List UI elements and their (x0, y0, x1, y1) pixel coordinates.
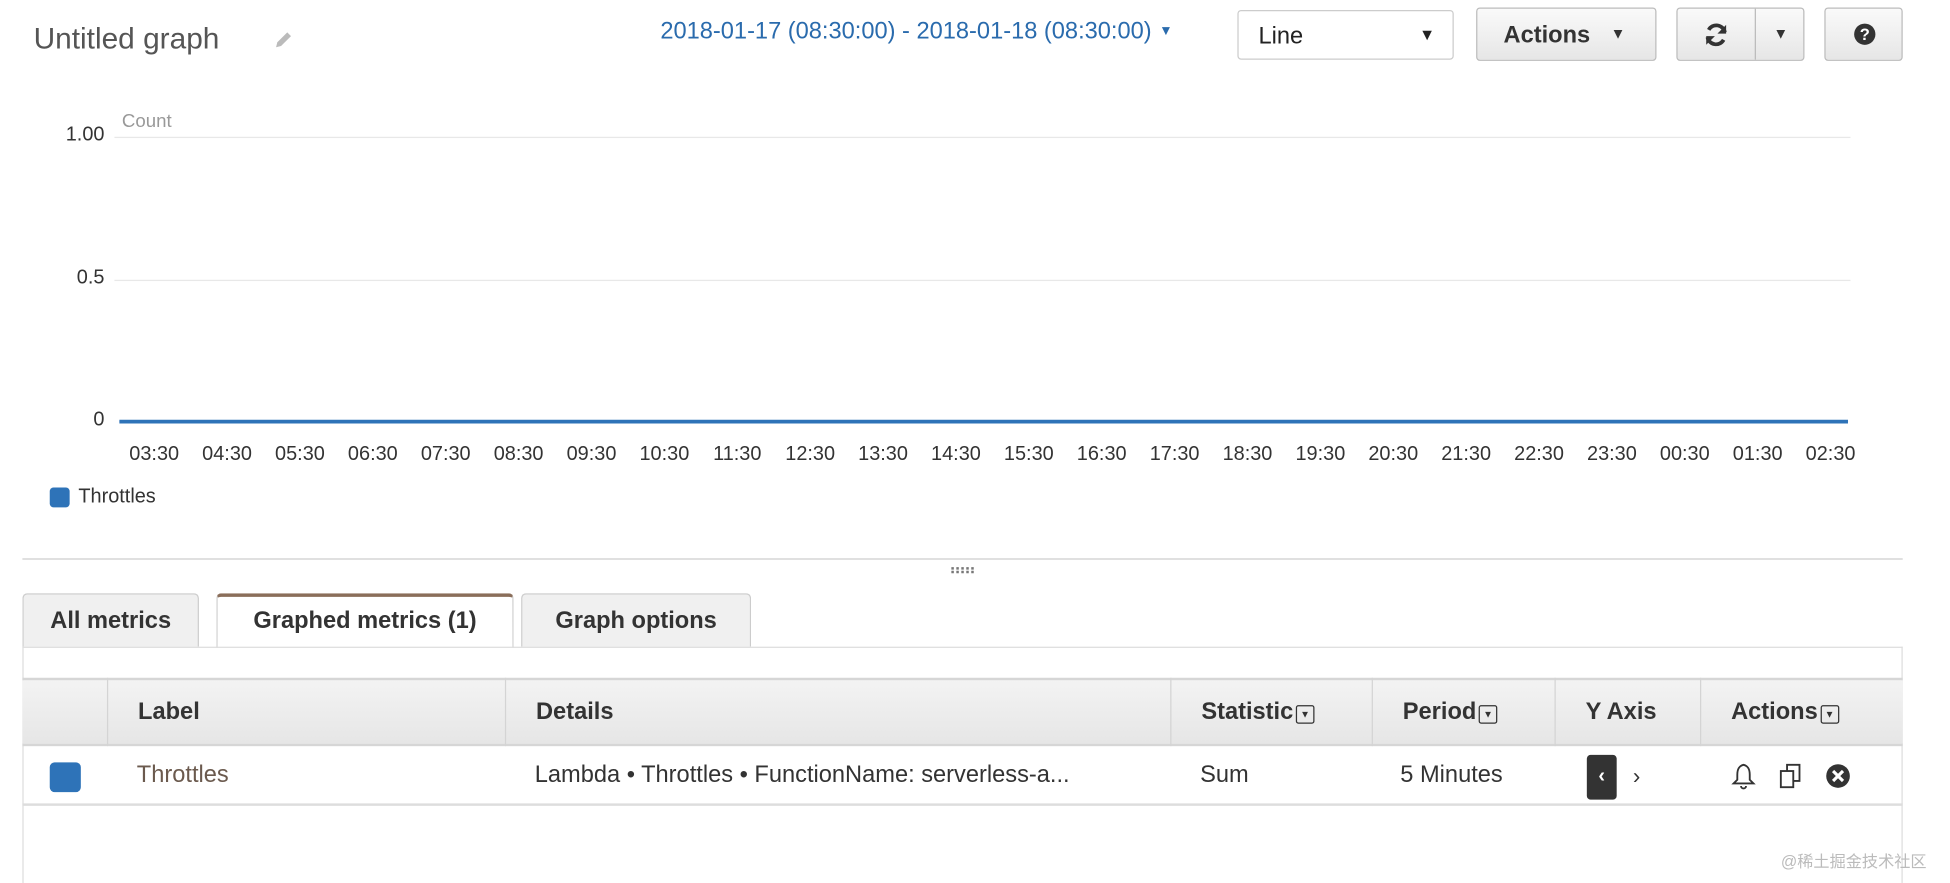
y-tick-label: 0.5 (30, 267, 105, 289)
divider (22, 558, 1902, 559)
x-tick-label: 12:30 (773, 444, 848, 466)
x-tick-label: 09:30 (554, 444, 629, 466)
column-label: Label (107, 678, 505, 746)
x-tick-label: 11:30 (700, 444, 775, 466)
duplicate-icon[interactable] (1777, 762, 1804, 789)
plot-area (114, 124, 1855, 435)
watermark: @稀土掘金技术社区 (1781, 848, 1927, 872)
remove-icon[interactable] (1824, 762, 1851, 789)
row-divider (22, 803, 1902, 805)
caret-down-icon: ▼ (1419, 25, 1435, 44)
dropdown-icon: ▼ (1820, 705, 1839, 724)
x-tick-label: 16:30 (1064, 444, 1139, 466)
x-tick-label: 19:30 (1283, 444, 1358, 466)
column-y-axis: Y Axis (1555, 678, 1701, 746)
tab-graphed-metrics[interactable]: Graphed metrics (1) (216, 593, 513, 648)
x-tick-label: 22:30 (1502, 444, 1577, 466)
resize-handle[interactable] (951, 567, 973, 573)
metric-label[interactable]: Throttles (137, 762, 229, 789)
x-tick-label: 18:30 (1210, 444, 1285, 466)
tab-graph-options[interactable]: Graph options (521, 593, 751, 646)
caret-down-icon: ▼ (1611, 25, 1626, 42)
dropdown-icon: ▼ (1296, 705, 1315, 724)
tab-all-metrics[interactable]: All metrics (22, 593, 199, 646)
x-tick-label: 10:30 (627, 444, 702, 466)
column-period[interactable]: Period▼ (1372, 678, 1555, 746)
bell-icon[interactable] (1730, 762, 1757, 789)
x-tick-label: 00:30 (1647, 444, 1722, 466)
x-tick-label: 03:30 (117, 444, 192, 466)
metric-details: Lambda • Throttles • FunctionName: serve… (535, 762, 1070, 789)
help-button[interactable]: ? (1824, 7, 1902, 60)
pencil-icon[interactable] (271, 27, 296, 52)
x-tick-label: 01:30 (1720, 444, 1795, 466)
x-tick-label: 04:30 (190, 444, 265, 466)
caret-down-icon: ▼ (1159, 24, 1173, 39)
actions-label: Actions (1504, 22, 1591, 49)
metric-statistic[interactable]: Sum (1200, 762, 1249, 789)
x-tick-label: 20:30 (1356, 444, 1431, 466)
y-tick-label: 1.00 (30, 124, 105, 146)
date-range-picker[interactable]: 2018-01-17 (08:30:00) - 2018-01-18 (08:3… (660, 19, 1172, 46)
x-tick-label: 08:30 (481, 444, 556, 466)
legend-swatch[interactable] (50, 487, 70, 507)
column-statistic[interactable]: Statistic▼ (1170, 678, 1371, 746)
x-tick-label: 21:30 (1429, 444, 1504, 466)
y-axis-left-button[interactable]: ‹ (1587, 755, 1617, 800)
date-range-label: 2018-01-17 (08:30:00) - 2018-01-18 (08:3… (660, 19, 1151, 45)
x-tick-label: 07:30 (408, 444, 483, 466)
y-tick-label: 0 (30, 409, 105, 431)
column-actions[interactable]: Actions▼ (1700, 678, 1903, 746)
help-icon: ? (1853, 22, 1877, 46)
actions-button[interactable]: Actions ▼ (1476, 7, 1656, 60)
metric-color-swatch[interactable] (50, 762, 81, 792)
x-tick-label: 13:30 (846, 444, 921, 466)
x-tick-label: 23:30 (1575, 444, 1650, 466)
x-tick-label: 05:30 (263, 444, 338, 466)
refresh-split-button[interactable]: ▼ (1676, 7, 1804, 60)
x-tick-label: 02:30 (1793, 444, 1868, 466)
y-axis-right-button[interactable]: › (1633, 764, 1640, 790)
dropdown-icon: ▼ (1479, 705, 1498, 724)
graph-title[interactable]: Untitled graph (34, 22, 220, 57)
chart-type-select[interactable]: Line ▼ (1237, 10, 1453, 60)
svg-text:?: ? (1860, 25, 1870, 44)
refresh-icon[interactable] (1702, 21, 1729, 48)
x-tick-label: 15:30 (992, 444, 1067, 466)
chart-type-value: Line (1259, 24, 1304, 51)
column-details: Details (505, 678, 1170, 746)
caret-down-icon[interactable]: ▼ (1773, 25, 1788, 42)
legend-label[interactable]: Throttles (78, 486, 155, 508)
metric-period[interactable]: 5 Minutes (1400, 762, 1502, 789)
x-tick-label: 17:30 (1137, 444, 1212, 466)
x-tick-label: 06:30 (336, 444, 411, 466)
x-tick-label: 14:30 (919, 444, 994, 466)
